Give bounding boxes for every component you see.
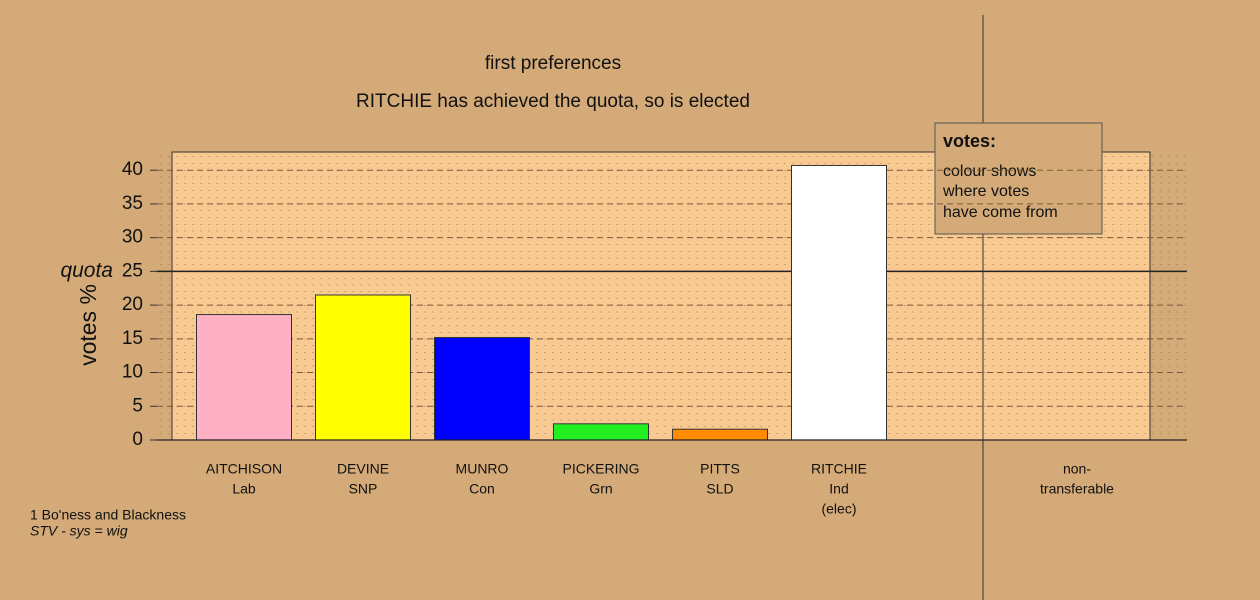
x-tick-sublabel: Con [469,481,495,497]
bar [553,423,649,441]
bar [791,164,887,441]
x-tick-sublabel: Ind [829,481,848,497]
y-tick-label: 25 [122,260,143,281]
x-tick-label: PITTS [700,461,740,477]
footer-text: 1 Bo'ness and Blackness [30,507,186,523]
quota-label: quota [60,259,113,282]
x-tick-label: PICKERING [562,461,639,477]
chart-title: first preferences [485,53,621,74]
bar [315,294,411,441]
x-tick-label: MUNRO [456,461,509,477]
y-axis-title: votes % [75,284,101,366]
bar [672,428,768,441]
x-tick-note: (elec) [821,501,856,517]
y-tick-label: 15 [122,328,143,349]
y-tick-label: 10 [122,362,143,383]
x-tick-label: RITCHIE [811,461,867,477]
y-tick-label: 35 [122,193,143,214]
bar [196,314,292,441]
x-tick-label: non- [1063,461,1091,477]
x-tick-label: DEVINE [337,461,389,477]
x-tick-sublabel: SLD [706,481,733,497]
y-tick-label: 5 [132,395,143,416]
y-tick-label: 40 [122,159,143,180]
footer-text: STV - sys = wig [30,523,128,539]
legend-title: votes: [943,131,996,151]
x-tick-sublabel: transferable [1040,481,1114,497]
x-tick-label: AITCHISON [206,461,282,477]
x-tick-sublabel: SNP [349,481,378,497]
y-tick-label: 0 [132,429,143,450]
chart-subtitle: RITCHIE has achieved the quota, so is el… [356,91,750,112]
legend-text: have come from [943,204,1058,221]
legend: votes: colour shows where votes have com… [934,122,1103,235]
legend-text: where votes [942,183,1029,200]
y-tick-label: 20 [122,294,143,315]
legend-box [934,122,1103,235]
y-tick-label: 30 [122,227,143,248]
bar [434,336,530,441]
legend-text: colour shows [943,163,1036,180]
x-tick-sublabel: Lab [232,481,256,497]
x-tick-sublabel: Grn [589,481,612,497]
